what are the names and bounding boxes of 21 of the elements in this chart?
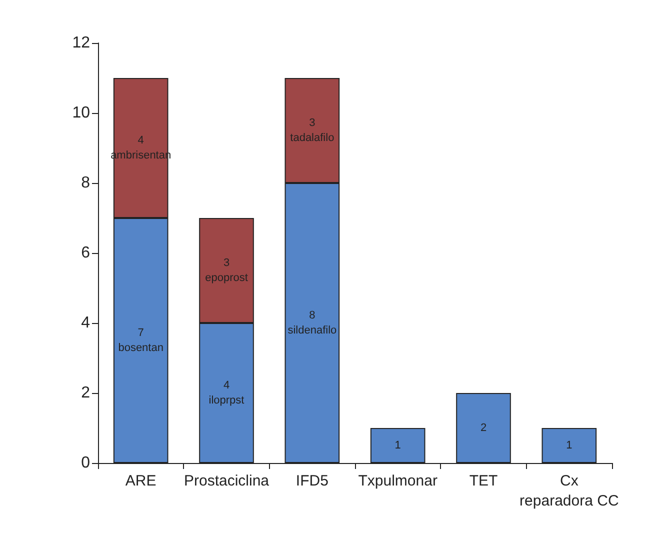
- y-tick-label: 8: [81, 174, 90, 192]
- data-label: 3 tadalafilo: [290, 117, 334, 144]
- x-tick-label: Cx reparadora CC: [520, 472, 619, 510]
- data-label: 7 bosentan: [118, 327, 164, 354]
- y-tick-label: 4: [81, 314, 90, 332]
- x-tick-label: TET: [469, 472, 498, 490]
- y-tick-label: 12: [72, 34, 90, 52]
- data-label: 1: [394, 440, 401, 452]
- x-tick-label: Prostaciclina: [184, 472, 270, 490]
- x-tick-label: Txpulmonar: [358, 472, 438, 490]
- y-tick-label: 6: [81, 244, 90, 262]
- y-tick-label: 2: [81, 384, 90, 402]
- data-label: 2: [480, 422, 487, 434]
- data-label: 8 sildenafilo: [288, 310, 337, 336]
- y-tick-label: 10: [72, 104, 90, 122]
- data-label: 3 epoprost: [205, 257, 248, 284]
- y-tick-label: 0: [81, 454, 90, 472]
- data-label: 1: [566, 440, 572, 452]
- x-tick-label: IFD5: [296, 472, 328, 490]
- data-label: 4 iloprpst: [208, 380, 244, 406]
- x-tick-label: ARE: [125, 472, 156, 490]
